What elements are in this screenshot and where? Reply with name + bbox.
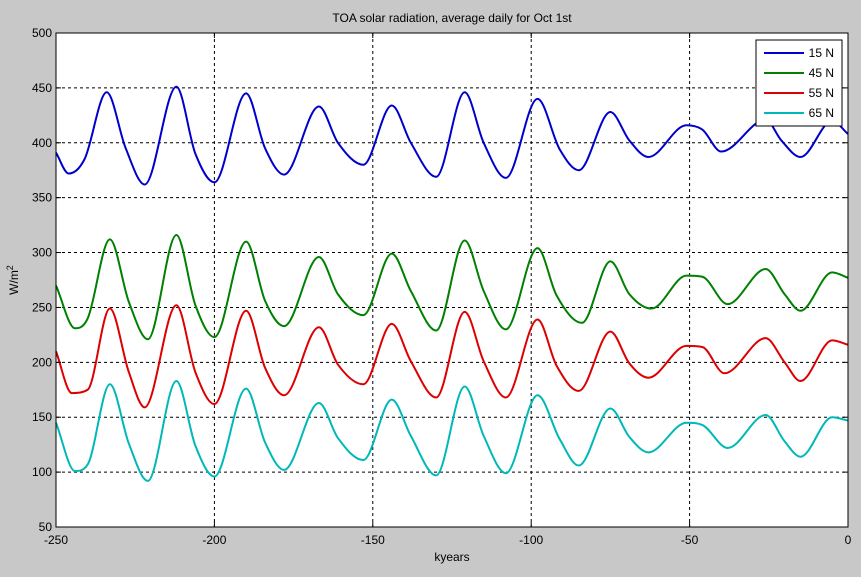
series-layer xyxy=(55,85,849,482)
y-tick-label: 400 xyxy=(32,136,52,150)
series-line-45-n xyxy=(55,233,849,341)
legend-label: 15 N xyxy=(809,46,834,60)
y-tick-label: 350 xyxy=(32,191,52,205)
legend-label: 55 N xyxy=(809,86,834,100)
y-axis-label-base: W/m xyxy=(7,270,21,295)
x-tick-label: -100 xyxy=(519,533,543,547)
legend-box xyxy=(755,39,843,127)
y-tick-label: 300 xyxy=(32,246,52,260)
legend-label: 65 N xyxy=(809,106,834,120)
tick-layer: -250 -200 -150 -100 -50 0 50 100 150 200 250 300 350… xyxy=(32,26,852,547)
y-tick-label: 250 xyxy=(32,300,52,314)
y-tick-label: 200 xyxy=(32,355,52,369)
legend: 15 N 45 N 55 N 65 N xyxy=(755,39,843,127)
y-tick-label: 150 xyxy=(32,410,52,424)
legend-label: 45 N xyxy=(809,66,834,80)
y-axis-label-superscript: 2 xyxy=(5,265,15,270)
y-tick-label: 500 xyxy=(32,26,52,40)
y-tick-label: 100 xyxy=(32,465,52,479)
x-tick-label: -150 xyxy=(361,533,385,547)
x-tick-label: 0 xyxy=(845,533,852,547)
x-tick-label: -250 xyxy=(44,533,68,547)
y-tick-label: 450 xyxy=(32,81,52,95)
series-line-55-n xyxy=(55,304,849,409)
series-line-65-n xyxy=(55,380,849,482)
x-tick-label: -50 xyxy=(681,533,699,547)
grid xyxy=(56,33,848,527)
y-tick-label: 50 xyxy=(39,520,53,534)
x-axis-label: kyears xyxy=(434,550,469,564)
axes: -250 -200 -150 -100 -50 0 50 100 150 200 250 300 350… xyxy=(32,26,852,547)
chart-title: TOA solar radiation, average daily for O… xyxy=(332,11,572,25)
y-axis-label: W/m2 xyxy=(5,265,21,295)
x-tick-label: -200 xyxy=(202,533,226,547)
plot-frame xyxy=(55,32,849,528)
series-line-15-n xyxy=(55,85,849,186)
